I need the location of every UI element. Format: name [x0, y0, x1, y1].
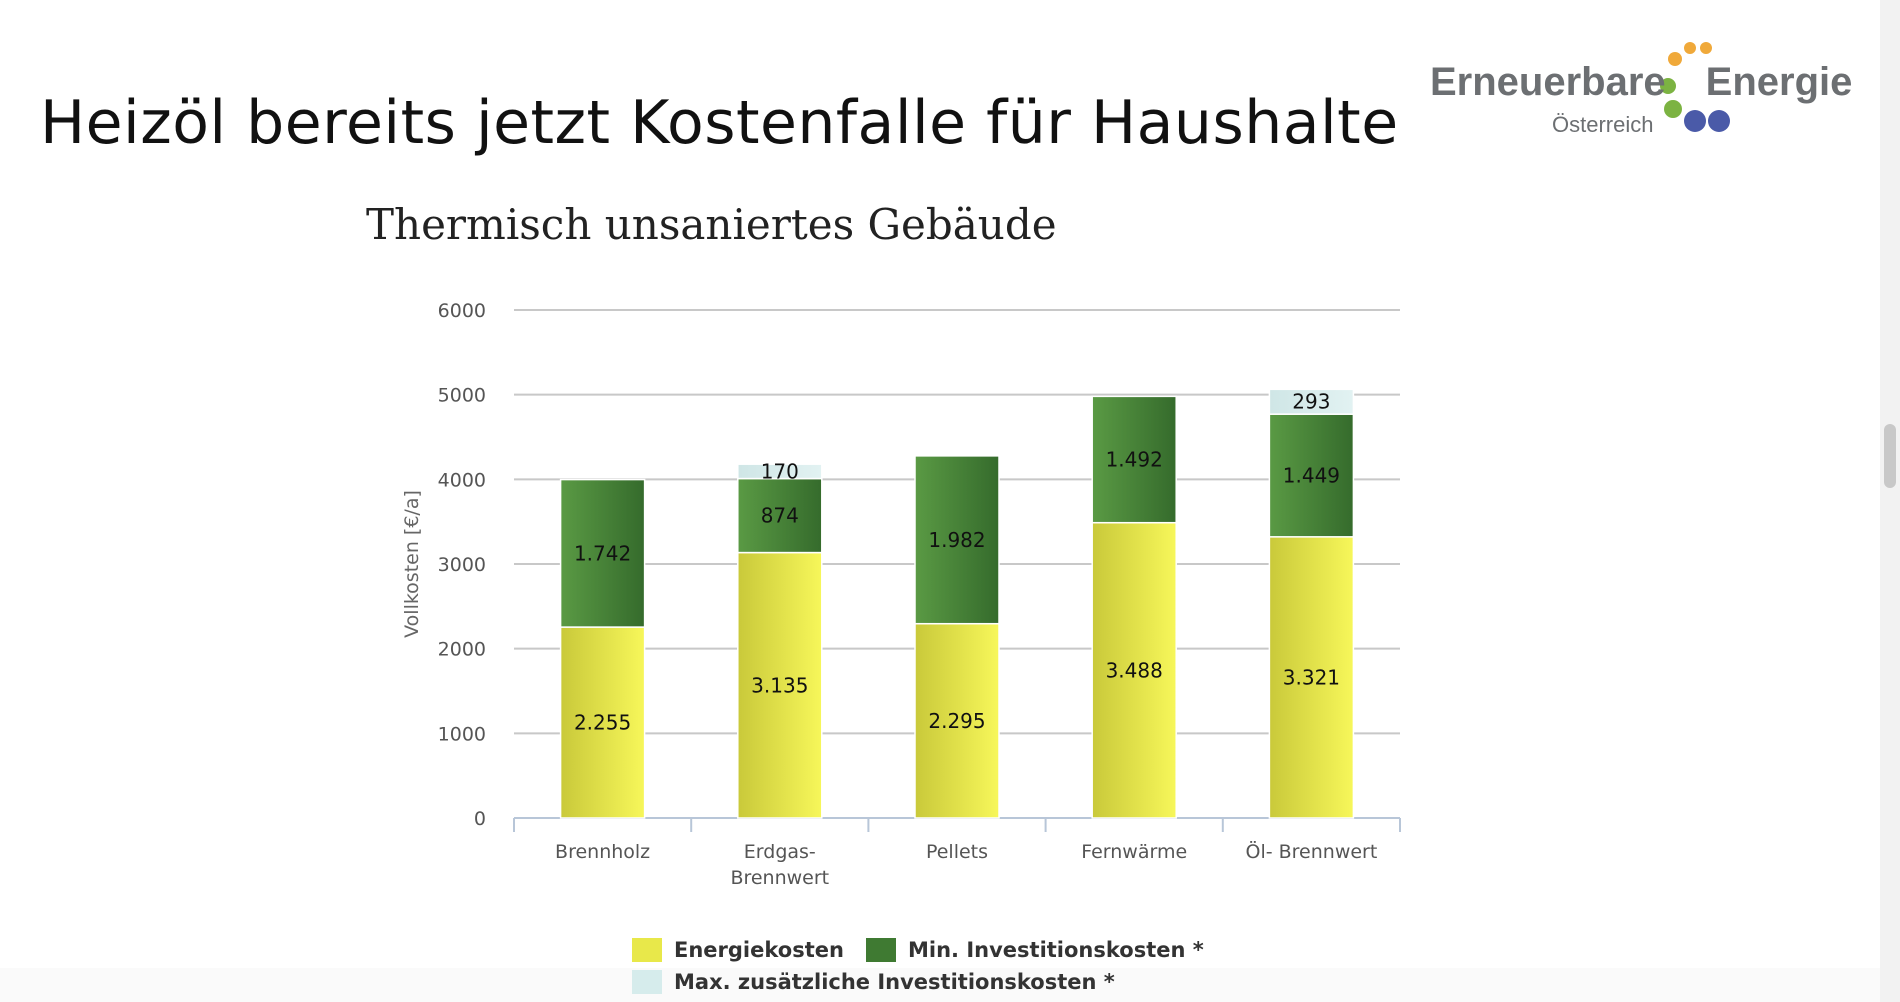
scrollbar[interactable]	[1880, 0, 1900, 1002]
data-label: 2.255	[574, 711, 631, 735]
bar-segment	[737, 463, 823, 480]
logo-dot-orange-1	[1668, 52, 1682, 66]
logo-word-1: Erneuerbare	[1430, 60, 1666, 104]
data-label: 1.449	[1283, 463, 1340, 487]
data-label: 3.135	[751, 673, 808, 697]
x-tick-label: Erdgas-	[744, 841, 816, 863]
legend-item-max-invest: Max. zusätzliche Investitionskosten *	[632, 970, 1115, 994]
legend-item-energiekosten: Energiekosten	[632, 938, 844, 962]
bar-segment	[1268, 413, 1355, 538]
data-label: 1.742	[574, 541, 631, 565]
bar-segment	[1091, 521, 1177, 819]
bar-segment	[1268, 388, 1355, 415]
bar-segment	[914, 455, 1000, 625]
bar-segment	[559, 478, 646, 628]
legend-label-min-invest: Min. Investitionskosten *	[908, 938, 1204, 962]
y-tick-label: 6000	[438, 300, 486, 322]
x-tick-label: Öl- Brennwert	[1245, 840, 1377, 863]
bar-segment	[559, 626, 646, 819]
y-tick-label: 3000	[438, 554, 486, 576]
bar-segment	[1091, 395, 1177, 524]
data-label: 3.321	[1283, 665, 1340, 689]
y-tick-label: 1000	[438, 723, 486, 745]
x-tick-label: Brennwert	[730, 867, 829, 889]
legend-swatch-min-invest	[866, 938, 896, 962]
legend-label-max-invest: Max. zusätzliche Investitionskosten *	[674, 970, 1115, 994]
x-tick-label: Pellets	[926, 841, 988, 863]
data-label: 170	[761, 459, 799, 483]
y-tick-label: 0	[474, 808, 486, 830]
logo: Erneuerbare Energie Österreich	[1420, 40, 1852, 150]
data-label: 1.982	[928, 528, 985, 552]
logo-word-2: Energie	[1705, 60, 1853, 104]
logo-dot-green-2	[1664, 100, 1682, 118]
y-tick-label: 2000	[438, 639, 486, 661]
data-label: 874	[761, 504, 799, 528]
bar-segment	[1268, 536, 1355, 819]
logo-dot-orange-2	[1684, 42, 1696, 54]
data-label: 1.492	[1106, 448, 1163, 472]
y-tick-label: 5000	[438, 385, 486, 407]
bar-segment	[737, 477, 823, 554]
legend-item-min-invest: Min. Investitionskosten *	[866, 938, 1204, 962]
legend-swatch-energiekosten	[632, 938, 662, 962]
logo-subtitle: Österreich	[1552, 112, 1654, 137]
x-tick-label: Fernwärme	[1081, 841, 1187, 863]
bar-segment	[737, 551, 823, 819]
logo-wordmark: Erneuerbare Energie	[1430, 60, 1852, 105]
slide-title: Heizöl bereits jetzt Kostenfalle für Hau…	[40, 88, 1399, 158]
x-tick-label: Brennholz	[555, 841, 650, 863]
scrollbar-thumb[interactable]	[1884, 424, 1896, 488]
logo-dot-blue-1	[1684, 110, 1706, 132]
logo-dot-blue-2	[1708, 110, 1730, 132]
chart-title: Thermisch unsaniertes Gebäude	[366, 200, 1057, 249]
legend-swatch-max-invest	[632, 970, 662, 994]
logo-dot-orange-3	[1700, 42, 1712, 54]
window-bottom-strip	[0, 968, 1880, 1002]
data-label: 2.295	[928, 709, 985, 733]
data-label: 3.488	[1106, 658, 1163, 682]
logo-dot-green-1	[1660, 78, 1676, 94]
data-label: 293	[1292, 390, 1330, 414]
bar-segment	[914, 622, 1000, 819]
y-tick-label: 4000	[438, 469, 486, 491]
y-axis-title: Vollkosten [€/a]	[401, 490, 423, 638]
legend-label-energiekosten: Energiekosten	[674, 938, 844, 962]
